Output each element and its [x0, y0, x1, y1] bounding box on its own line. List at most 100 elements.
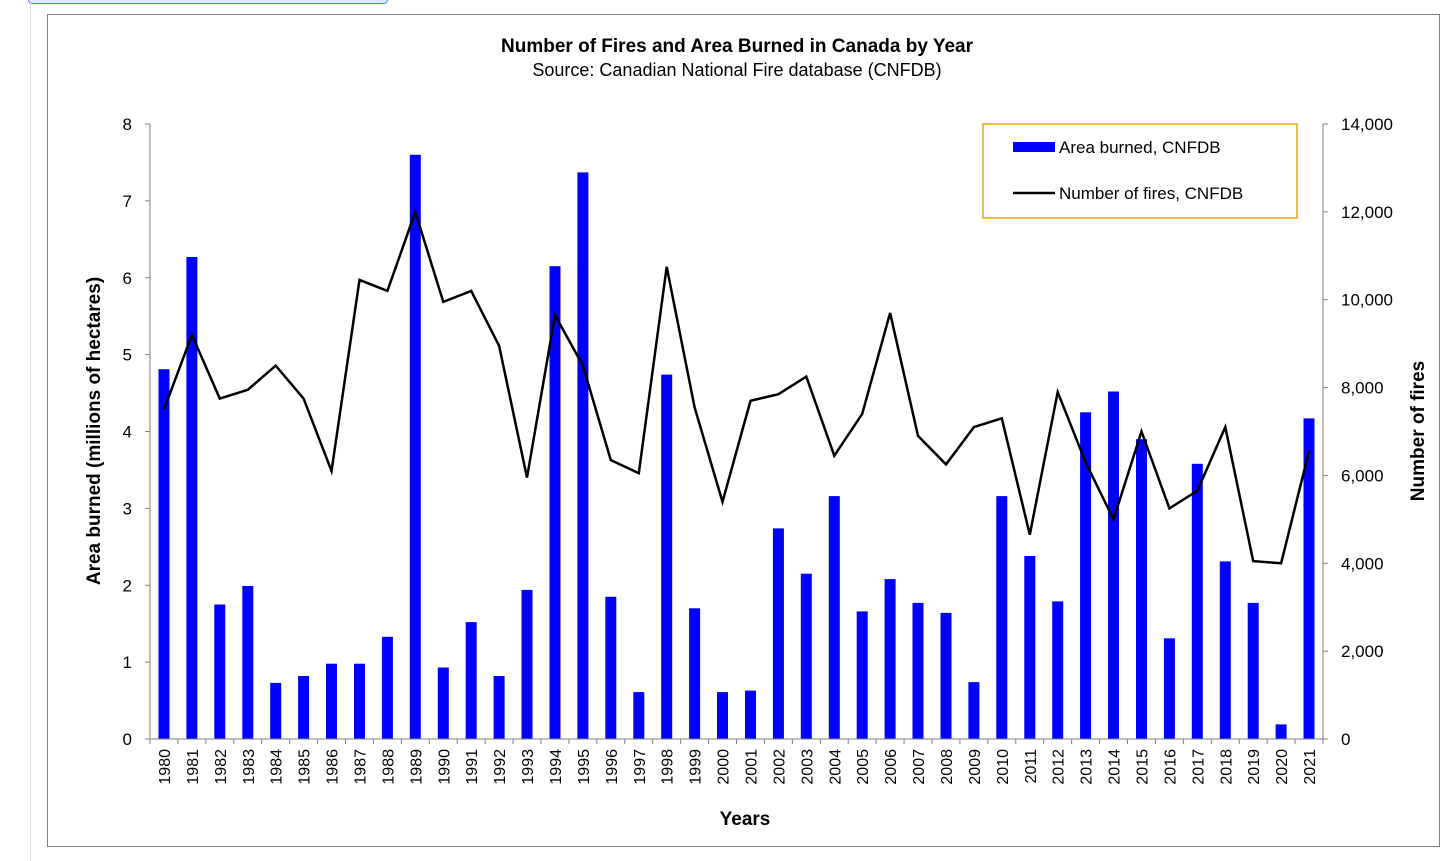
x-tick-label: 2014 [1107, 749, 1124, 785]
bar [633, 692, 645, 739]
y2-tick-label: 6,000 [1341, 466, 1384, 485]
bar [298, 676, 310, 739]
bar [1136, 439, 1147, 739]
x-tick-label: 2011 [1023, 749, 1040, 784]
series-line-number-of-fires [162, 207, 1311, 565]
y-axis-title: Area burned (millions of hectares) [84, 277, 105, 585]
y-tick-label: 4 [123, 423, 132, 442]
x-tick-label: 2012 [1051, 749, 1068, 785]
y-tick-label: 3 [123, 499, 132, 518]
x-tick-label: 2007 [911, 749, 928, 785]
x-tick-label: 2008 [939, 749, 956, 785]
x-tick-label: 2000 [716, 749, 733, 785]
x-tick-label: 2021 [1302, 749, 1319, 785]
bar [689, 608, 701, 739]
y2-tick-label: 0 [1341, 730, 1350, 749]
bar [856, 611, 868, 739]
legend-box [982, 123, 1298, 219]
x-tick-label: 1983 [241, 749, 258, 785]
x-tick-label: 1992 [492, 749, 509, 785]
x-tick-label: 2020 [1274, 749, 1291, 785]
bar [772, 528, 784, 739]
bar [828, 496, 840, 739]
x-tick-label: 2016 [1162, 749, 1179, 785]
bar [270, 682, 282, 739]
bar [605, 596, 617, 739]
y2-tick-label: 14,000 [1341, 115, 1393, 134]
bar [1024, 556, 1036, 739]
y2-tick-label: 10,000 [1341, 291, 1393, 310]
x-tick-label: 2013 [1079, 749, 1096, 785]
bar [1191, 463, 1203, 739]
bar [381, 636, 393, 739]
bar [661, 374, 673, 739]
bar [1052, 601, 1064, 739]
line-series [162, 207, 1311, 565]
bar [745, 690, 756, 739]
bar [1108, 391, 1119, 739]
x-tick-label: 2004 [827, 749, 844, 785]
legend: Area burned, CNFDB Number of fires, CNFD… [982, 123, 1298, 219]
x-tick-label: 1982 [213, 749, 230, 785]
x-tick-label: 2006 [883, 749, 900, 785]
y-tick-label: 6 [123, 269, 132, 288]
bar [409, 154, 421, 740]
bar [326, 663, 337, 739]
x-tick-label: 2010 [995, 749, 1012, 785]
y2-tick-label: 4,000 [1341, 554, 1384, 573]
x-tick-label: 1999 [688, 749, 705, 785]
y-tick-label: 1 [123, 653, 132, 672]
x-tick-label: 1998 [660, 749, 677, 785]
y-tick-label: 0 [123, 730, 132, 749]
divider [30, 0, 31, 861]
bar [186, 257, 198, 739]
bar [577, 172, 589, 739]
bar [214, 604, 226, 739]
bar [158, 369, 170, 739]
bar [354, 663, 365, 739]
y2-axis-title: Number of fires [1408, 361, 1429, 501]
y2-tick-label: 8,000 [1341, 379, 1384, 398]
x-axis-title: Years [720, 809, 771, 830]
legend-label-number-of-fires: Number of fires, CNFDB [1059, 184, 1243, 203]
bar [437, 667, 449, 739]
x-tick-label: 1989 [408, 749, 425, 785]
bar [1080, 412, 1092, 739]
bar [912, 602, 924, 739]
x-tick-label: 1988 [380, 749, 397, 785]
x-tick-label: 2005 [855, 749, 872, 785]
y-tick-label: 8 [123, 115, 132, 134]
bar [884, 579, 896, 739]
x-tick-label: 2019 [1246, 749, 1263, 785]
bar [940, 612, 952, 739]
bar [1219, 561, 1231, 739]
x-tick-label: 1986 [325, 749, 342, 785]
x-tick-label: 1995 [576, 749, 593, 785]
bar [521, 589, 533, 739]
y-tick-label: 7 [123, 192, 132, 211]
bar [1247, 602, 1259, 739]
x-tick-label: 1980 [157, 749, 174, 785]
x-tick-label: 2017 [1190, 749, 1207, 785]
x-tick-label: 2001 [744, 749, 761, 785]
x-tick-label: 1981 [185, 749, 202, 785]
chart-title: Number of Fires and Area Burned in Canad… [501, 36, 974, 57]
x-tick-label: 2015 [1135, 749, 1152, 785]
y2-tick-label: 2,000 [1341, 642, 1384, 661]
bar [800, 573, 812, 739]
bar [1303, 418, 1315, 739]
x-tick-label: 2003 [799, 749, 816, 785]
x-tick-label: 2002 [771, 749, 788, 785]
bar [493, 676, 505, 739]
x-tick-label: 2009 [967, 749, 984, 785]
bar [242, 586, 254, 739]
x-tick-label: 1987 [353, 749, 370, 785]
bar [1275, 724, 1287, 739]
axes: 0 1 2 3 4 5 6 7 8 0 2,000 4,000 6,000 8,000 10,000 12,0… [123, 115, 1393, 785]
bar [968, 682, 980, 739]
x-tick-label: 2018 [1218, 749, 1235, 785]
legend-swatch-area-burned [1013, 142, 1055, 152]
bar [996, 496, 1008, 739]
y-tick-label: 2 [123, 576, 132, 595]
